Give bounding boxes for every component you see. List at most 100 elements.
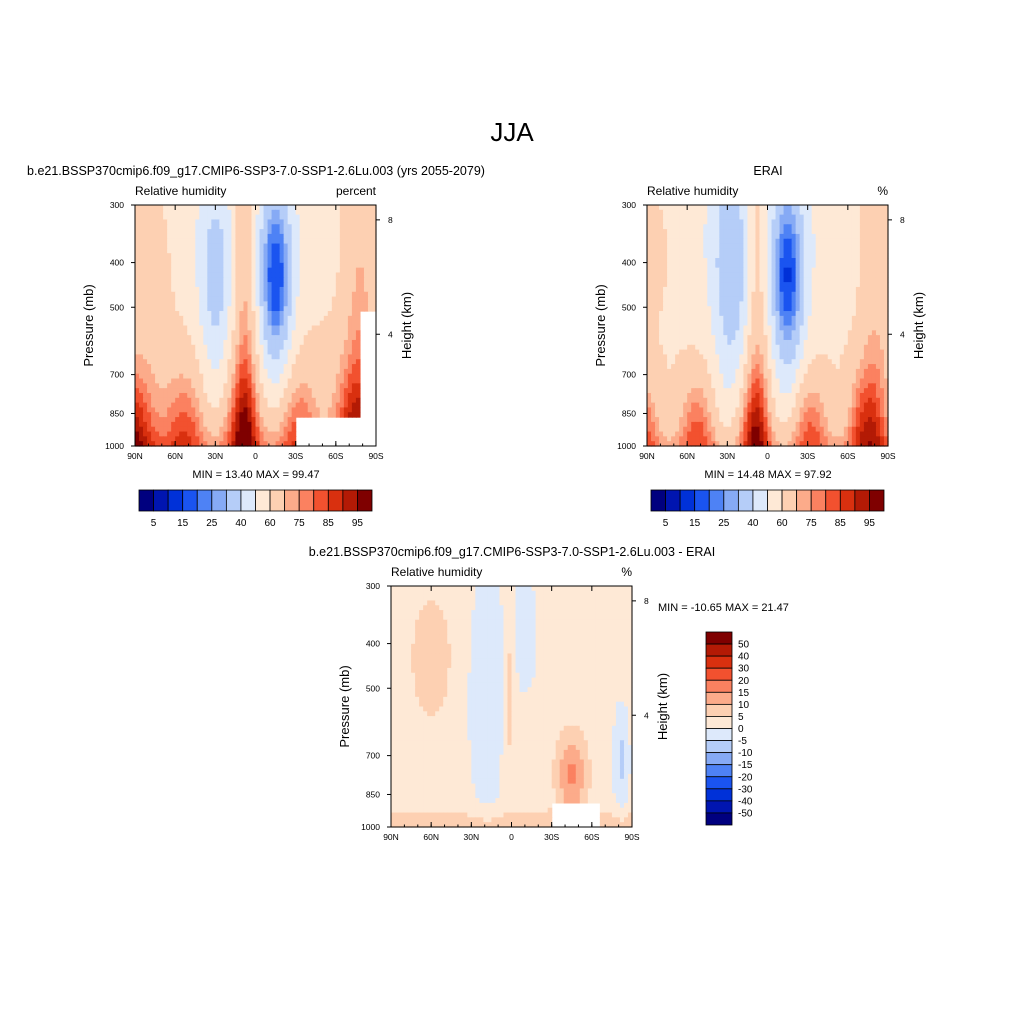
colorbar-label: 75: [806, 518, 818, 529]
colorbar-box: [708, 489, 725, 512]
colorbar-label: 15: [689, 518, 701, 529]
y-tick-label: 500: [110, 302, 124, 312]
x-tick-label: 0: [253, 451, 258, 461]
left-string: Relative humidity: [135, 184, 226, 198]
y-right-tick-label: 4: [388, 329, 393, 339]
y-tick-label: 400: [622, 258, 636, 268]
y-right-axis-title: Height (km): [911, 292, 926, 359]
y-right-tick-label: 8: [388, 215, 393, 225]
panel-title: ERAI: [753, 164, 782, 178]
colorbar-box: [705, 740, 733, 754]
x-tick-label: 0: [509, 832, 514, 842]
colorbar-box: [298, 489, 315, 512]
y-axis-title: Pressure (mb): [337, 665, 352, 747]
colorbar-box: [665, 489, 681, 512]
y-tick-label: 400: [366, 639, 380, 649]
y-tick-label: 1000: [617, 441, 636, 451]
colorbar-label: -5: [738, 736, 747, 747]
x-tick-label: 30N: [208, 451, 224, 461]
x-tick-label: 90S: [368, 451, 383, 461]
x-tick-label: 0: [765, 451, 770, 461]
x-tick-label: 60S: [840, 451, 855, 461]
colorbar-box: [705, 776, 733, 790]
y-tick-label: 500: [366, 683, 380, 693]
colorbar-box: [284, 489, 300, 512]
colorbar-label: 5: [738, 712, 744, 723]
y-tick-label: 300: [110, 200, 124, 210]
y-tick-label: 1000: [105, 441, 124, 451]
colorbar-label: 50: [738, 640, 750, 651]
panel-erai: ERAI Relative humidity % 90N 60N 30N 0 30S 60S 90…: [593, 164, 926, 481]
y-right-tick-label: 4: [644, 710, 649, 720]
colorbar-label: 40: [747, 518, 759, 529]
x-tick-label: 60S: [328, 451, 343, 461]
panel-title: b.e21.BSSP370cmip6.f09_g17.CMIP6-SSP3-7.…: [309, 545, 715, 559]
colorbar-box: [269, 489, 286, 512]
y-tick-label: 1000: [361, 822, 380, 832]
colorbar-box: [705, 655, 733, 669]
x-tick-label: 90S: [624, 832, 639, 842]
colorbar-box: [705, 788, 733, 802]
colorbar-box: [182, 489, 198, 512]
colorbar-box: [752, 489, 768, 512]
colorbar-box: [825, 489, 841, 512]
colorbar-label: 25: [718, 518, 730, 529]
colorbar-box: [255, 489, 271, 512]
colorbar-label: 95: [352, 518, 364, 529]
colorbar-box: [737, 489, 754, 512]
y-tick-label: 850: [622, 408, 636, 418]
colorbar-label: 85: [835, 518, 847, 529]
colorbar-label: -40: [738, 796, 753, 807]
colorbar-label: 95: [864, 518, 876, 529]
left-string: Relative humidity: [647, 184, 738, 198]
y-axis-title: Pressure (mb): [593, 284, 608, 366]
min-max-stats: MIN = 13.40 MAX = 99.47: [192, 469, 319, 481]
colorbar-label: 15: [177, 518, 189, 529]
panel-title: b.e21.BSSP370cmip6.f09_g17.CMIP6-SSP3-7.…: [27, 164, 485, 178]
colorbar-label: 40: [738, 652, 750, 663]
units-string: percent: [336, 184, 377, 198]
colorbar-label: -15: [738, 760, 753, 771]
y-tick-label: 500: [622, 302, 636, 312]
colorbar-box: [705, 691, 733, 705]
min-max-stats: MIN = -10.65 MAX = 21.47: [658, 602, 789, 614]
colorbar-box: [694, 489, 710, 512]
colorbar-box: [705, 716, 733, 729]
colorbar-box: [705, 631, 733, 645]
x-tick-label: 30S: [800, 451, 815, 461]
colorbar-box: [767, 489, 783, 512]
colorbar-box: [705, 752, 733, 766]
x-tick-label: 60N: [679, 451, 695, 461]
colorbar-box: [153, 489, 169, 512]
page-title: JJA: [490, 117, 534, 147]
x-tick-label: 90S: [880, 451, 895, 461]
colorbar-box: [211, 489, 227, 512]
y-tick-label: 300: [622, 200, 636, 210]
colorbar-box: [705, 643, 733, 657]
y-tick-label: 300: [366, 581, 380, 591]
colorbar-box: [705, 667, 733, 681]
colorbar-label: 30: [738, 664, 750, 675]
colorbar-box: [854, 489, 870, 512]
colorbar-label: 0: [738, 724, 744, 735]
units-string: %: [877, 184, 888, 198]
colorbar-box: [225, 489, 242, 512]
colorbar-box: [240, 489, 256, 512]
y-tick-label: 700: [622, 370, 636, 380]
colorbar-box: [167, 489, 184, 512]
colorbar-label: -20: [738, 772, 753, 783]
colorbar-label: 5: [151, 518, 157, 529]
colorbar-box: [705, 800, 733, 814]
colorbar-box: [705, 812, 733, 826]
x-tick-label: 60S: [584, 832, 599, 842]
x-tick-label: 90N: [127, 451, 143, 461]
colorbar-box: [705, 679, 733, 693]
colorbar-box: [705, 703, 733, 717]
panel-model: b.e21.BSSP370cmip6.f09_g17.CMIP6-SSP3-7.…: [27, 164, 485, 481]
colorbar-box: [357, 489, 373, 512]
x-tick-label: 90N: [639, 451, 655, 461]
colorbar-box: [781, 489, 798, 512]
